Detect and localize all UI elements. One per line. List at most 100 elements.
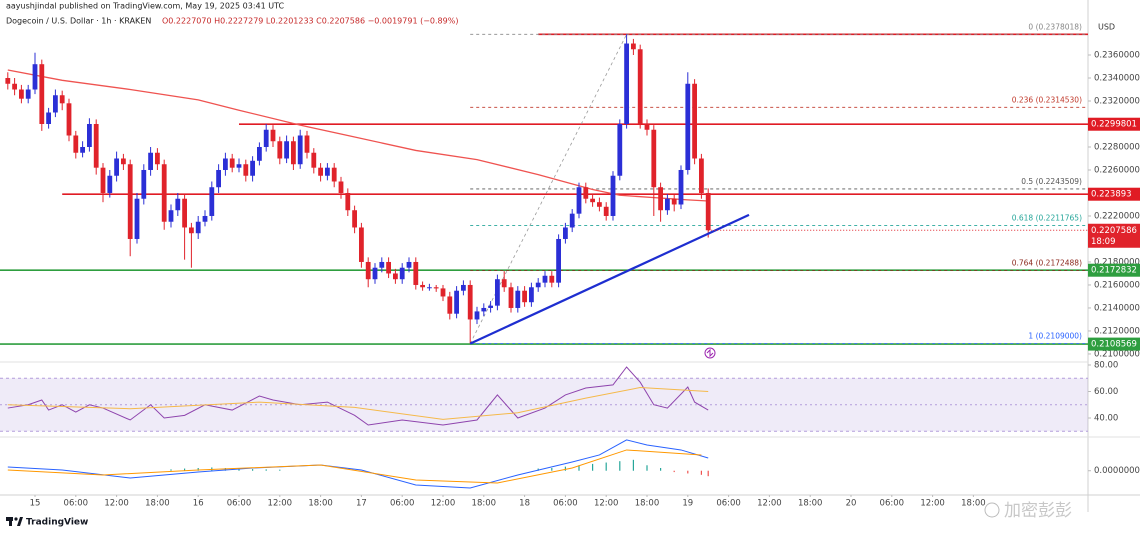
level-badge: 0.2172832 xyxy=(1091,266,1137,276)
candle-body xyxy=(515,290,521,308)
macd-histogram-bar xyxy=(183,468,186,471)
candle-body xyxy=(345,192,351,211)
x-tick-label: 12:00 xyxy=(757,499,782,509)
candle-body xyxy=(644,123,650,130)
x-tick-label: 12:00 xyxy=(594,499,619,509)
candle-body xyxy=(120,158,126,165)
candle-body xyxy=(5,78,11,84)
candle-body xyxy=(392,273,398,280)
candle-body xyxy=(569,213,575,228)
candle-body xyxy=(12,83,17,90)
candle-body xyxy=(80,146,85,153)
candle-body xyxy=(25,89,31,99)
last-price: 0.2207586 xyxy=(1091,226,1137,236)
candle-body xyxy=(331,167,337,182)
x-tick-label: 12:00 xyxy=(104,499,129,509)
macd-histogram-bar xyxy=(673,470,675,473)
x-tick-label: 12:00 xyxy=(268,499,293,509)
x-tick-label: 06:00 xyxy=(553,499,578,509)
x-tick-label: 18:00 xyxy=(308,499,333,509)
candle-body xyxy=(596,202,602,207)
macd-histogram-bar xyxy=(632,459,634,471)
candle-body xyxy=(576,187,582,214)
level-badge: 0.2299801 xyxy=(1091,120,1137,130)
candle-body xyxy=(250,160,255,176)
x-tick-label: 06:00 xyxy=(880,499,905,509)
last-price-bg xyxy=(1088,223,1140,248)
macd-histogram-bar xyxy=(578,465,580,471)
countdown: 18:09 xyxy=(1091,237,1116,247)
candle-body xyxy=(195,221,201,234)
x-tick-label: 06:00 xyxy=(716,499,741,509)
candle-body xyxy=(18,89,24,99)
candle-body xyxy=(467,284,473,320)
candle-body xyxy=(86,123,92,147)
candle-body xyxy=(610,175,616,216)
y-tick-label: 0.2280000 xyxy=(1094,142,1140,152)
x-tick-label: 18:00 xyxy=(635,499,660,509)
candle-body xyxy=(590,198,595,203)
x-tick-label: 17 xyxy=(356,499,367,509)
candle-body xyxy=(284,141,289,159)
y-tick-label: 0.2140000 xyxy=(1094,303,1140,313)
candle-body xyxy=(188,227,194,234)
fib-label: 0.5 (0.2243509) xyxy=(1021,177,1082,186)
level-badge-bg xyxy=(1088,117,1140,131)
candle-body xyxy=(277,141,283,159)
candle-body xyxy=(297,135,303,165)
y-tick-label: 0.2180000 xyxy=(1094,257,1140,267)
candle-body xyxy=(542,275,548,283)
y-tick-label: 0.2100000 xyxy=(1094,349,1140,359)
candle-body xyxy=(290,141,296,165)
x-tick-label: 18:00 xyxy=(145,499,170,509)
candle-body xyxy=(698,158,704,193)
logo-part xyxy=(9,517,12,526)
candle-body xyxy=(692,83,697,159)
candle-body xyxy=(651,129,657,188)
rsi-line xyxy=(7,387,709,420)
candle-body xyxy=(413,261,419,285)
candle-body xyxy=(59,95,65,104)
candle-body xyxy=(243,164,249,176)
ohlc: O0.2227070 H0.2227279 L0.2201233 C0.2207… xyxy=(162,17,458,26)
y-tick-label: 0.2360000 xyxy=(1094,51,1140,61)
macd-line xyxy=(7,449,702,484)
candle-body xyxy=(148,152,153,170)
candle-body xyxy=(39,64,45,124)
candle-body xyxy=(182,198,187,228)
candle-body xyxy=(406,261,412,268)
rsi-line xyxy=(7,366,709,426)
candle-body xyxy=(107,175,113,193)
author-line: aayushjindal published on TradingView.co… xyxy=(6,2,285,11)
candle-body xyxy=(202,215,208,222)
candle-body xyxy=(358,227,364,262)
currency: USD xyxy=(1098,23,1115,32)
macd-histogram-bar xyxy=(265,469,267,471)
watermark: 加密彭彭 xyxy=(1004,501,1072,521)
watermark-icon xyxy=(984,502,1000,518)
macd-histogram-bar xyxy=(707,470,709,477)
candle-body xyxy=(93,123,99,168)
candle-body xyxy=(556,238,561,283)
candle-body xyxy=(488,305,493,308)
candle-body xyxy=(175,198,181,211)
macd-histogram-bar xyxy=(251,469,254,471)
level-badge-bg xyxy=(1088,337,1140,351)
fib-label: 0.618 (0.2211765) xyxy=(1012,213,1082,222)
event-icon[interactable] xyxy=(704,347,716,359)
macd-line xyxy=(7,439,709,489)
x-tick-label: 18:00 xyxy=(961,499,986,509)
x-tick-label: 18:00 xyxy=(472,499,497,509)
candle-body xyxy=(168,210,174,222)
candle-body xyxy=(154,152,160,165)
candle-body xyxy=(399,267,405,280)
y-tick-label: 0.2340000 xyxy=(1094,74,1140,84)
candle-body xyxy=(161,164,167,222)
candle-body xyxy=(114,158,119,176)
logo-part xyxy=(14,517,18,521)
candle-body xyxy=(494,279,500,306)
candle-body xyxy=(256,146,262,161)
candle-body xyxy=(447,296,453,314)
